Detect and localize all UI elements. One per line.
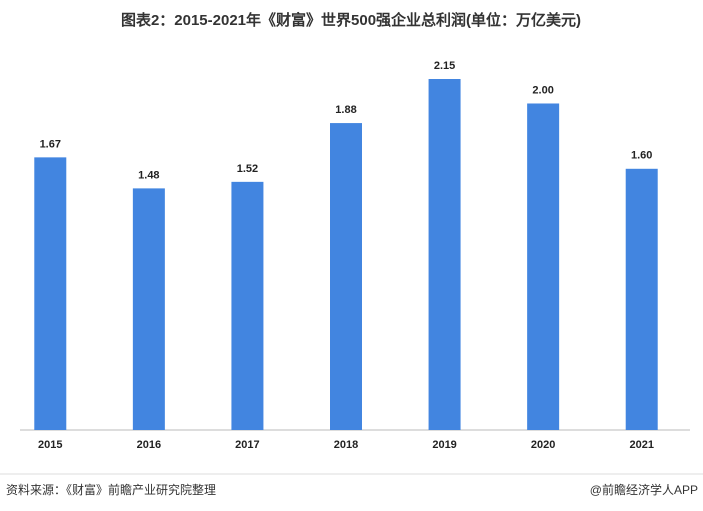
bar: [428, 79, 461, 430]
value-label: 1.48: [138, 169, 159, 181]
x-tick-label: 2018: [334, 439, 358, 451]
value-label: 1.52: [237, 163, 258, 175]
bar: [625, 168, 658, 430]
value-label: 1.67: [40, 138, 61, 150]
bar: [231, 181, 264, 430]
value-label: 1.60: [631, 150, 652, 162]
x-tick-label: 2017: [235, 439, 259, 451]
x-tick-label: 2016: [137, 439, 161, 451]
x-tick-label: 2020: [531, 439, 555, 451]
bar: [527, 103, 560, 430]
bar: [330, 123, 362, 430]
bar: [34, 157, 67, 430]
x-tick-label: 2019: [432, 439, 456, 451]
value-label: 2.00: [532, 84, 553, 96]
value-label: 1.88: [335, 104, 356, 116]
x-tick-label: 2015: [38, 439, 62, 451]
value-label: 2.15: [434, 60, 455, 72]
x-tick-label: 2021: [629, 439, 653, 451]
chart-title: 图表2：2015-2021年《财富》世界500强企业总利润(单位：万亿美元): [121, 11, 581, 29]
source: 资料来源：《财富》前瞻产业研究院整理: [6, 482, 216, 497]
bar: [132, 188, 165, 430]
brand: @前瞻经济学人APP: [590, 482, 698, 497]
